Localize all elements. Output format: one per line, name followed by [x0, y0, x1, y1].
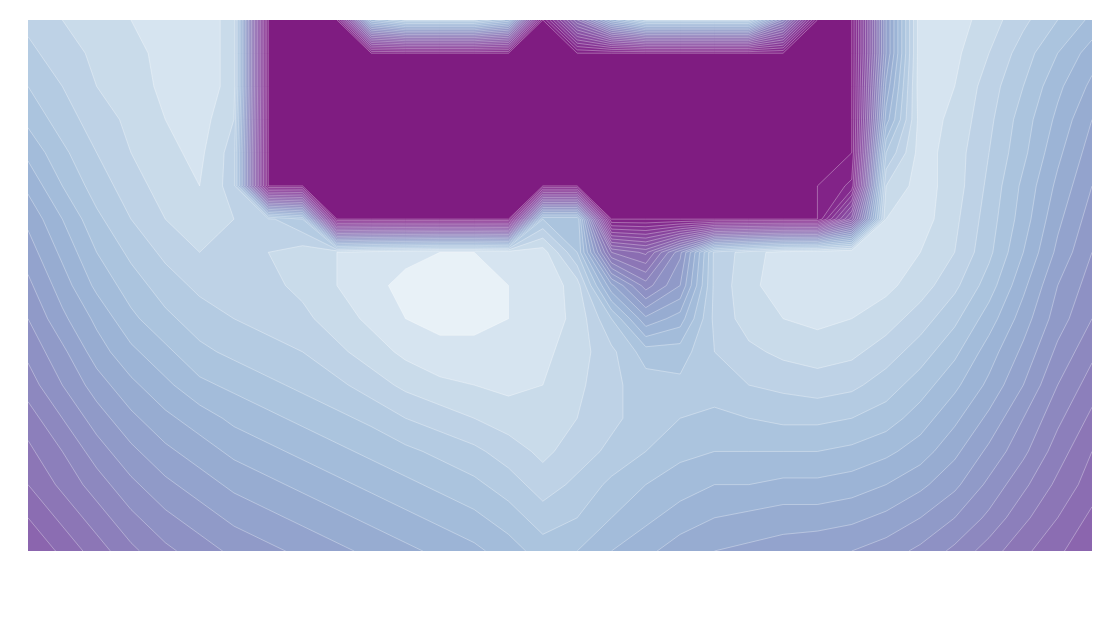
contour-band — [267, 20, 854, 223]
contour-band — [259, 20, 866, 242]
contour-band — [257, 20, 868, 246]
contour-band — [28, 20, 1092, 551]
contour-band — [28, 20, 1092, 551]
contour-band — [28, 20, 1092, 551]
contour-band — [28, 20, 1092, 551]
contour-plot — [28, 20, 1092, 551]
contour-band — [28, 20, 1092, 551]
contour-band — [265, 20, 856, 227]
contour-band — [28, 20, 1092, 551]
contour-band — [28, 20, 1092, 551]
contour-band — [28, 20, 1092, 551]
contour-band — [28, 20, 1092, 551]
contour-band — [28, 20, 1092, 551]
contour-band — [28, 20, 1092, 551]
contour-band — [260, 20, 863, 238]
contour-band — [28, 20, 1092, 551]
contour-band — [28, 20, 1092, 551]
contour-band — [263, 20, 858, 231]
chart — [0, 0, 1118, 628]
contour-band — [28, 20, 1092, 551]
contour-band — [262, 20, 861, 234]
contour-band — [28, 20, 1092, 551]
contour-band — [28, 20, 1092, 551]
contour-band — [28, 20, 1092, 551]
contour-band — [268, 20, 851, 219]
contour-band — [28, 20, 1092, 551]
